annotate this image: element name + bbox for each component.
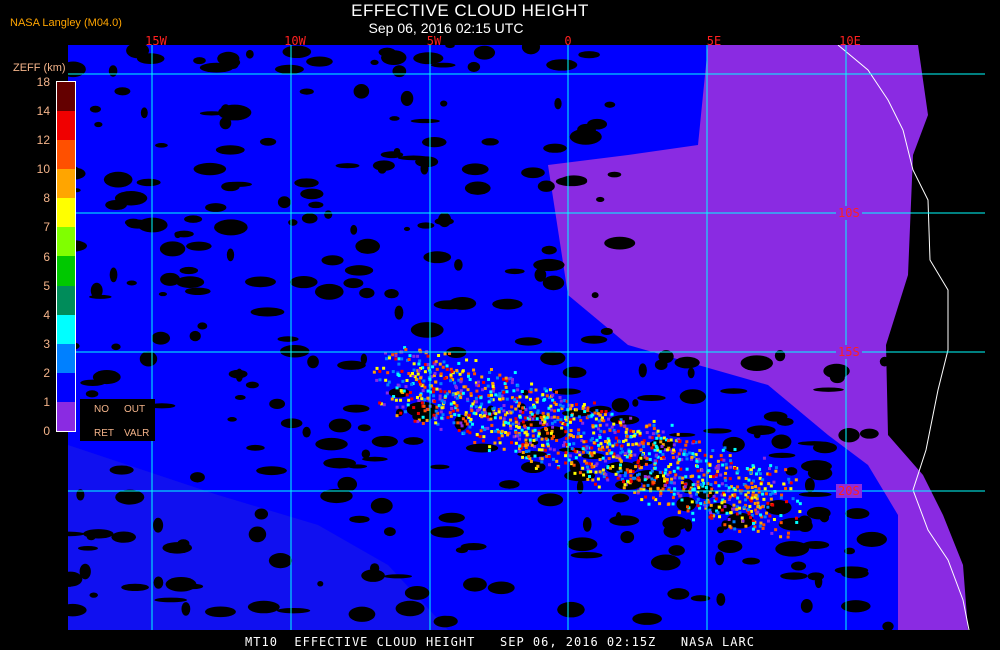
legend-tick: 18: [36, 75, 50, 89]
legend-title: ZEFF (km): [13, 62, 66, 74]
lon-label: 5E: [706, 34, 722, 48]
legend-tick: 2: [43, 365, 50, 380]
legend-swatch: [57, 140, 75, 170]
legend-tick: 0: [43, 424, 50, 438]
high-cloud-band: [372, 346, 802, 539]
lon-label: 10E: [839, 34, 861, 48]
legend-tick: 14: [36, 104, 50, 119]
lat-lon-grid: [68, 45, 985, 630]
lon-label: 0: [564, 34, 572, 48]
no-retrieval-region: [548, 45, 985, 630]
clear-sky-patches: [68, 45, 894, 630]
legend-swatch: [57, 401, 75, 431]
legend-tick: 5: [43, 278, 50, 293]
legend-swatch: [57, 82, 75, 112]
legend-swatch: [57, 198, 75, 228]
footer-caption: MT10 EFFECTIVE CLOUD HEIGHT SEP 06, 2016…: [245, 635, 755, 649]
lon-label: 10W: [284, 34, 306, 48]
legend-swatch: [57, 372, 75, 402]
chart-title: EFFECTIVE CLOUD HEIGHT: [351, 1, 589, 20]
coastline: [837, 45, 970, 630]
legend-tick: 3: [43, 336, 50, 351]
lon-label: 15W: [145, 34, 167, 48]
lat-label: 10S: [836, 206, 862, 220]
valr-label: VALR: [124, 428, 150, 439]
color-legend: [56, 81, 76, 432]
ret-label: RET: [94, 428, 114, 439]
land-region: [886, 45, 985, 630]
timestamp: Sep 06, 2016 02:15 UTC: [368, 20, 524, 36]
legend-swatch: [57, 314, 75, 344]
legend-swatch: [57, 343, 75, 373]
legend-tick: 12: [36, 133, 50, 148]
legend-swatch: [57, 111, 75, 141]
legend-tick: 4: [43, 307, 50, 322]
legend-tick: 8: [43, 191, 50, 206]
lon-label: 5W: [426, 34, 442, 48]
lat-label: 15S: [836, 345, 862, 359]
brand-label: NASA Langley (M04.0): [10, 17, 122, 29]
lat-label: 20S: [836, 484, 862, 498]
legend-tick: 1: [43, 394, 50, 409]
no-label: NO: [94, 404, 109, 415]
legend-tick: 6: [43, 249, 50, 264]
legend-swatch: [57, 169, 75, 199]
legend-swatch: [57, 227, 75, 257]
legend-swatch: [57, 256, 75, 286]
legend-tick: 7: [43, 220, 50, 235]
legend-flags: NO OUT RET VALR: [80, 399, 155, 441]
cloud-height-map: [68, 45, 985, 630]
legend-swatch: [57, 285, 75, 315]
out-label: OUT: [124, 404, 146, 415]
legend-tick: 10: [36, 162, 50, 177]
